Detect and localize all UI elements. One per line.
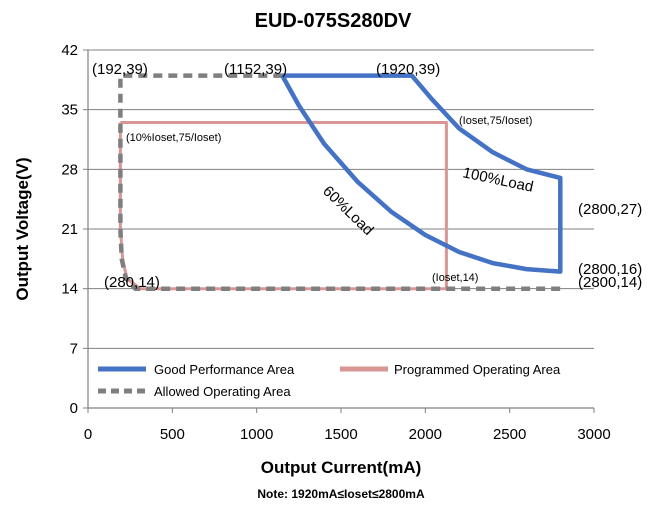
x-axis-ticks: 0 500 1000 1500 2000 2500 3000 bbox=[84, 408, 611, 443]
legend: Good Performance Area Programmed Operati… bbox=[98, 362, 561, 399]
annotation-1920-39: (1920,39) bbox=[376, 61, 440, 78]
y-tick-label-21: 21 bbox=[61, 221, 78, 238]
legend-label-allowed: Allowed Operating Area bbox=[154, 384, 291, 399]
x-axis-title: Output Current(mA) bbox=[261, 458, 422, 477]
y-tick-label-35: 35 bbox=[61, 102, 78, 119]
annotation-2800-16: (2800,16) bbox=[578, 261, 642, 278]
annotation-192-39: (192,39) bbox=[92, 61, 148, 78]
y-axis-title: Output Voltage(V) bbox=[13, 157, 32, 300]
x-tick-label-500: 500 bbox=[160, 426, 185, 443]
series-allowed-operating-area bbox=[118, 73, 561, 291]
annotation-10pct-ioset: (10%Ioset,75/Ioset) bbox=[126, 132, 221, 144]
x-tick-label-1500: 1500 bbox=[324, 426, 357, 443]
annotation-2800-27: (2800,27) bbox=[578, 201, 642, 218]
series-good-performance-area bbox=[280, 73, 563, 274]
x-tick-label-2000: 2000 bbox=[409, 426, 442, 443]
x-tick-label-1000: 1000 bbox=[240, 426, 273, 443]
annotation-ioset-14: (Ioset,14) bbox=[432, 272, 478, 284]
y-tick-label-7: 7 bbox=[70, 340, 78, 357]
y-tick-label-28: 28 bbox=[61, 161, 78, 178]
x-tick-label-3000: 3000 bbox=[577, 426, 610, 443]
series-programmed-operating-area bbox=[118, 121, 448, 291]
annotation-ioset-75: (Ioset,75/Ioset) bbox=[459, 115, 532, 127]
x-tick-label-0: 0 bbox=[84, 426, 92, 443]
y-tick-label-42: 42 bbox=[61, 42, 78, 59]
y-axis-ticks: 0 7 14 21 28 35 42 bbox=[61, 42, 88, 417]
annotation-2800-14: (2800,14) bbox=[578, 274, 642, 291]
note-text: Note: 1920mA≤Ioset≤2800mA bbox=[257, 487, 425, 501]
annotation-1152-39: (1152,39) bbox=[224, 61, 287, 78]
series-layer bbox=[118, 73, 563, 291]
legend-label-programmed: Programmed Operating Area bbox=[394, 362, 561, 377]
y-tick-label-0: 0 bbox=[70, 400, 78, 417]
chart-title: EUD-075S280DV bbox=[255, 10, 412, 32]
legend-label-good: Good Performance Area bbox=[154, 362, 295, 377]
x-tick-label-2500: 2500 bbox=[493, 426, 526, 443]
annotation-280-14: (280,14) bbox=[104, 274, 160, 291]
y-tick-label-14: 14 bbox=[61, 281, 78, 298]
